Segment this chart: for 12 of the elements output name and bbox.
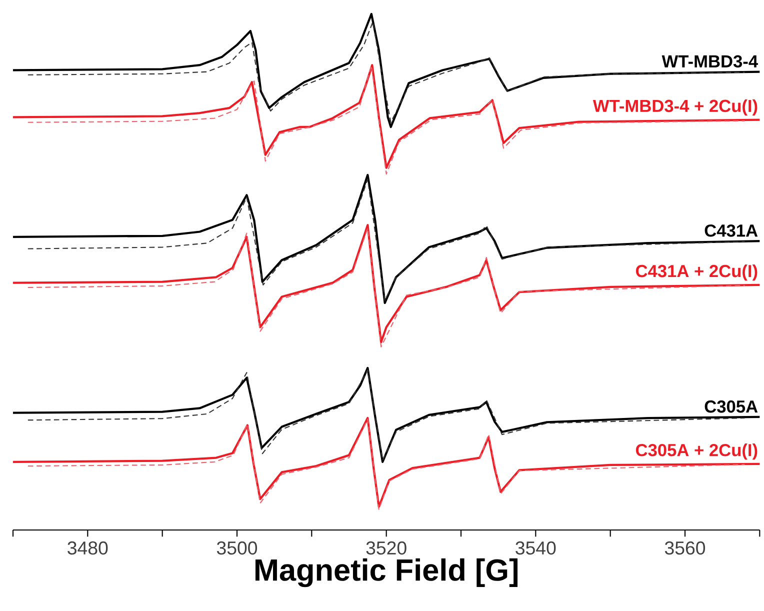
series-label: C305A [704,400,758,413]
series-label: C431A [704,224,758,237]
x-tick-label: 3500 [216,541,258,555]
series-label: C431A + 2Cu(I) [636,264,758,281]
x-axis-title: Magnetic Field [G] [255,558,518,588]
series-label: C305A + 2Cu(I) [636,444,758,460]
x-tick-label: 3560 [664,541,706,555]
series-label: WT-MBD3-4 [662,55,758,68]
series-label: WT-MBD3-4 + 2Cu(I) [592,99,758,116]
x-tick-label: 3520 [366,541,406,555]
x-tick-label: 3540 [516,541,556,555]
x-tick-label: 3480 [68,541,108,555]
